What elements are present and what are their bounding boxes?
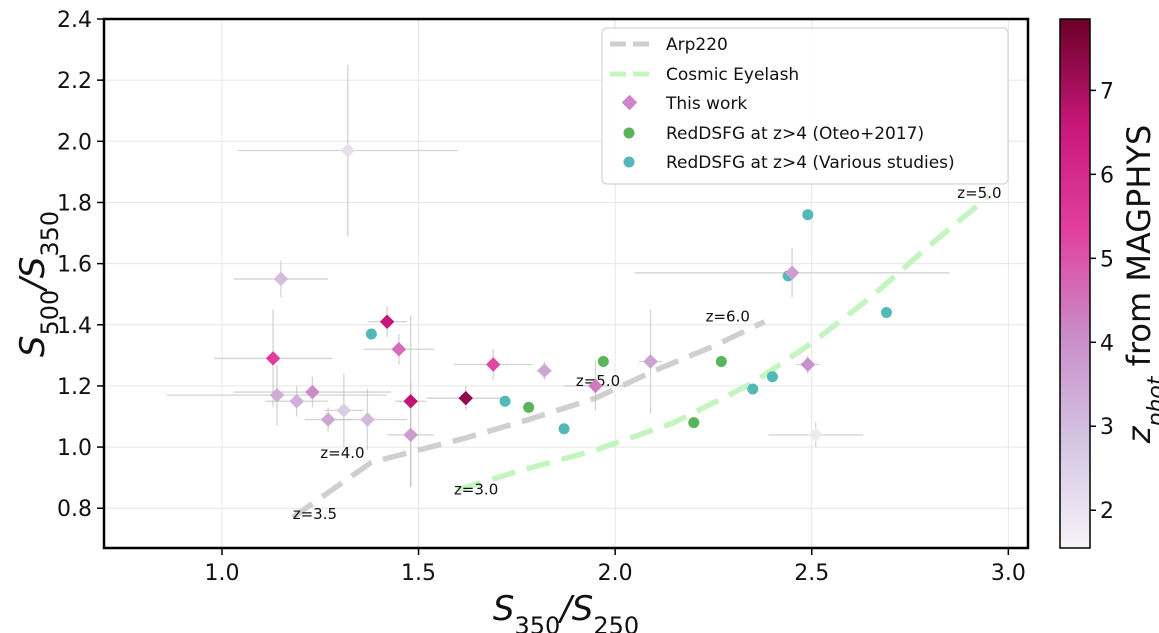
redshift-label: z=3.0 [454, 480, 498, 498]
y-axis-title: S500/S350 [13, 211, 64, 357]
x-tick-label: 1.0 [204, 561, 239, 586]
legend-label-cosmic-eyelash: Cosmic Eyelash [666, 65, 799, 85]
this-work-point [643, 354, 658, 369]
colorbar-tick-label: 3 [1100, 415, 1114, 440]
various-studies-point [802, 209, 814, 221]
legend-marker-various [623, 156, 635, 168]
oteo-point [715, 355, 727, 367]
this-work-point [289, 394, 304, 409]
redshift-label: z=3.5 [293, 505, 337, 523]
x-tick-label: 3.0 [991, 561, 1026, 586]
x-tick-label: 2.0 [598, 561, 633, 586]
y-tick-label: 1.4 [57, 314, 92, 339]
various-studies-point [365, 328, 377, 340]
this-work-point [403, 394, 418, 409]
axis-ticks: 1.0 1.5 2.0 2.5 3.0 0.8 1.0 1.2 1.4 1.6 1.8 2.0 2.2 2… [57, 8, 1026, 586]
this-work-point [486, 357, 501, 372]
various-studies-point [880, 307, 892, 319]
legend: Arp220 Cosmic Eyelash This work RedDSFG … [601, 27, 1009, 185]
various-studies-point [747, 383, 759, 395]
colorbar-title: zphot from MAGPHYS [1120, 125, 1159, 445]
legend-marker-oteo [623, 127, 635, 139]
x-tick-label: 1.5 [401, 561, 436, 586]
oteo-point [597, 355, 609, 367]
y-tick-label: 1.2 [57, 375, 92, 400]
legend-label-arp220: Arp220 [666, 35, 728, 55]
this-work-point [403, 427, 418, 443]
this-work-point [269, 387, 285, 403]
this-work-point [391, 342, 407, 357]
colorbar: 2 3 4 5 6 7 zphot from MAGPHYS [1059, 18, 1159, 549]
y-tick-label: 0.8 [57, 497, 92, 522]
this-work-point [360, 412, 375, 427]
this-work-point [588, 378, 603, 394]
oteo-point [688, 417, 700, 429]
legend-label-various: RedDSFG at z>4 (Various studies) [666, 153, 955, 173]
x-axis-title: S350/S250 [493, 589, 639, 633]
this-work-point [379, 314, 395, 329]
this-work-point [336, 403, 352, 418]
redshift-label: z=6.0 [706, 308, 750, 326]
legend-box [601, 27, 1009, 185]
this-work-point [273, 271, 289, 287]
redshift-label: z=5.0 [576, 372, 620, 390]
this-work-point [537, 363, 552, 378]
redshift-label: z=5.0 [957, 184, 1001, 202]
y-tick-label: 1.6 [57, 253, 92, 278]
y-tick-label: 1.0 [57, 436, 92, 461]
track-line-cosmic-eyelash [457, 194, 991, 493]
this-work-point [458, 390, 473, 406]
colorbar-gradient [1059, 18, 1091, 549]
track-line-arp220 [291, 319, 766, 520]
this-work-point [265, 351, 281, 366]
y-tick-label: 2.2 [57, 69, 92, 94]
y-tick-label: 2.0 [57, 130, 92, 155]
colorbar-ticks: 2 3 4 5 6 7 [1090, 79, 1114, 524]
plot-frame [102, 17, 1030, 550]
this-work-point [305, 384, 320, 400]
this-work-point [784, 265, 800, 281]
colorbar-tick-label: 5 [1100, 247, 1114, 272]
colorbar-tick-label: 6 [1100, 163, 1114, 188]
legend-label-oteo: RedDSFG at z>4 (Oteo+2017) [666, 124, 924, 144]
this-work-point [340, 143, 356, 158]
this-work-point [800, 357, 816, 372]
colorbar-tick-label: 2 [1100, 499, 1114, 524]
this-work-point [808, 427, 823, 443]
redshift-label: z=4.0 [320, 444, 364, 462]
various-studies-point [499, 395, 511, 407]
legend-label-this-work: This work [665, 94, 747, 114]
y-tick-label: 2.4 [57, 8, 92, 33]
x-tick-label: 2.5 [794, 561, 829, 586]
colorbar-tick-label: 7 [1100, 79, 1114, 104]
this-work-point [320, 412, 336, 427]
colorbar-tick-label: 4 [1100, 331, 1114, 356]
plot-area: z=3.5 z=4.0 z=5.0 z=6.0 z=3.0 z=5.0 [166, 64, 1002, 523]
various-studies-point [766, 371, 778, 383]
oteo-point [523, 401, 535, 413]
various-studies-point [558, 423, 570, 435]
y-tick-label: 1.8 [57, 191, 92, 216]
